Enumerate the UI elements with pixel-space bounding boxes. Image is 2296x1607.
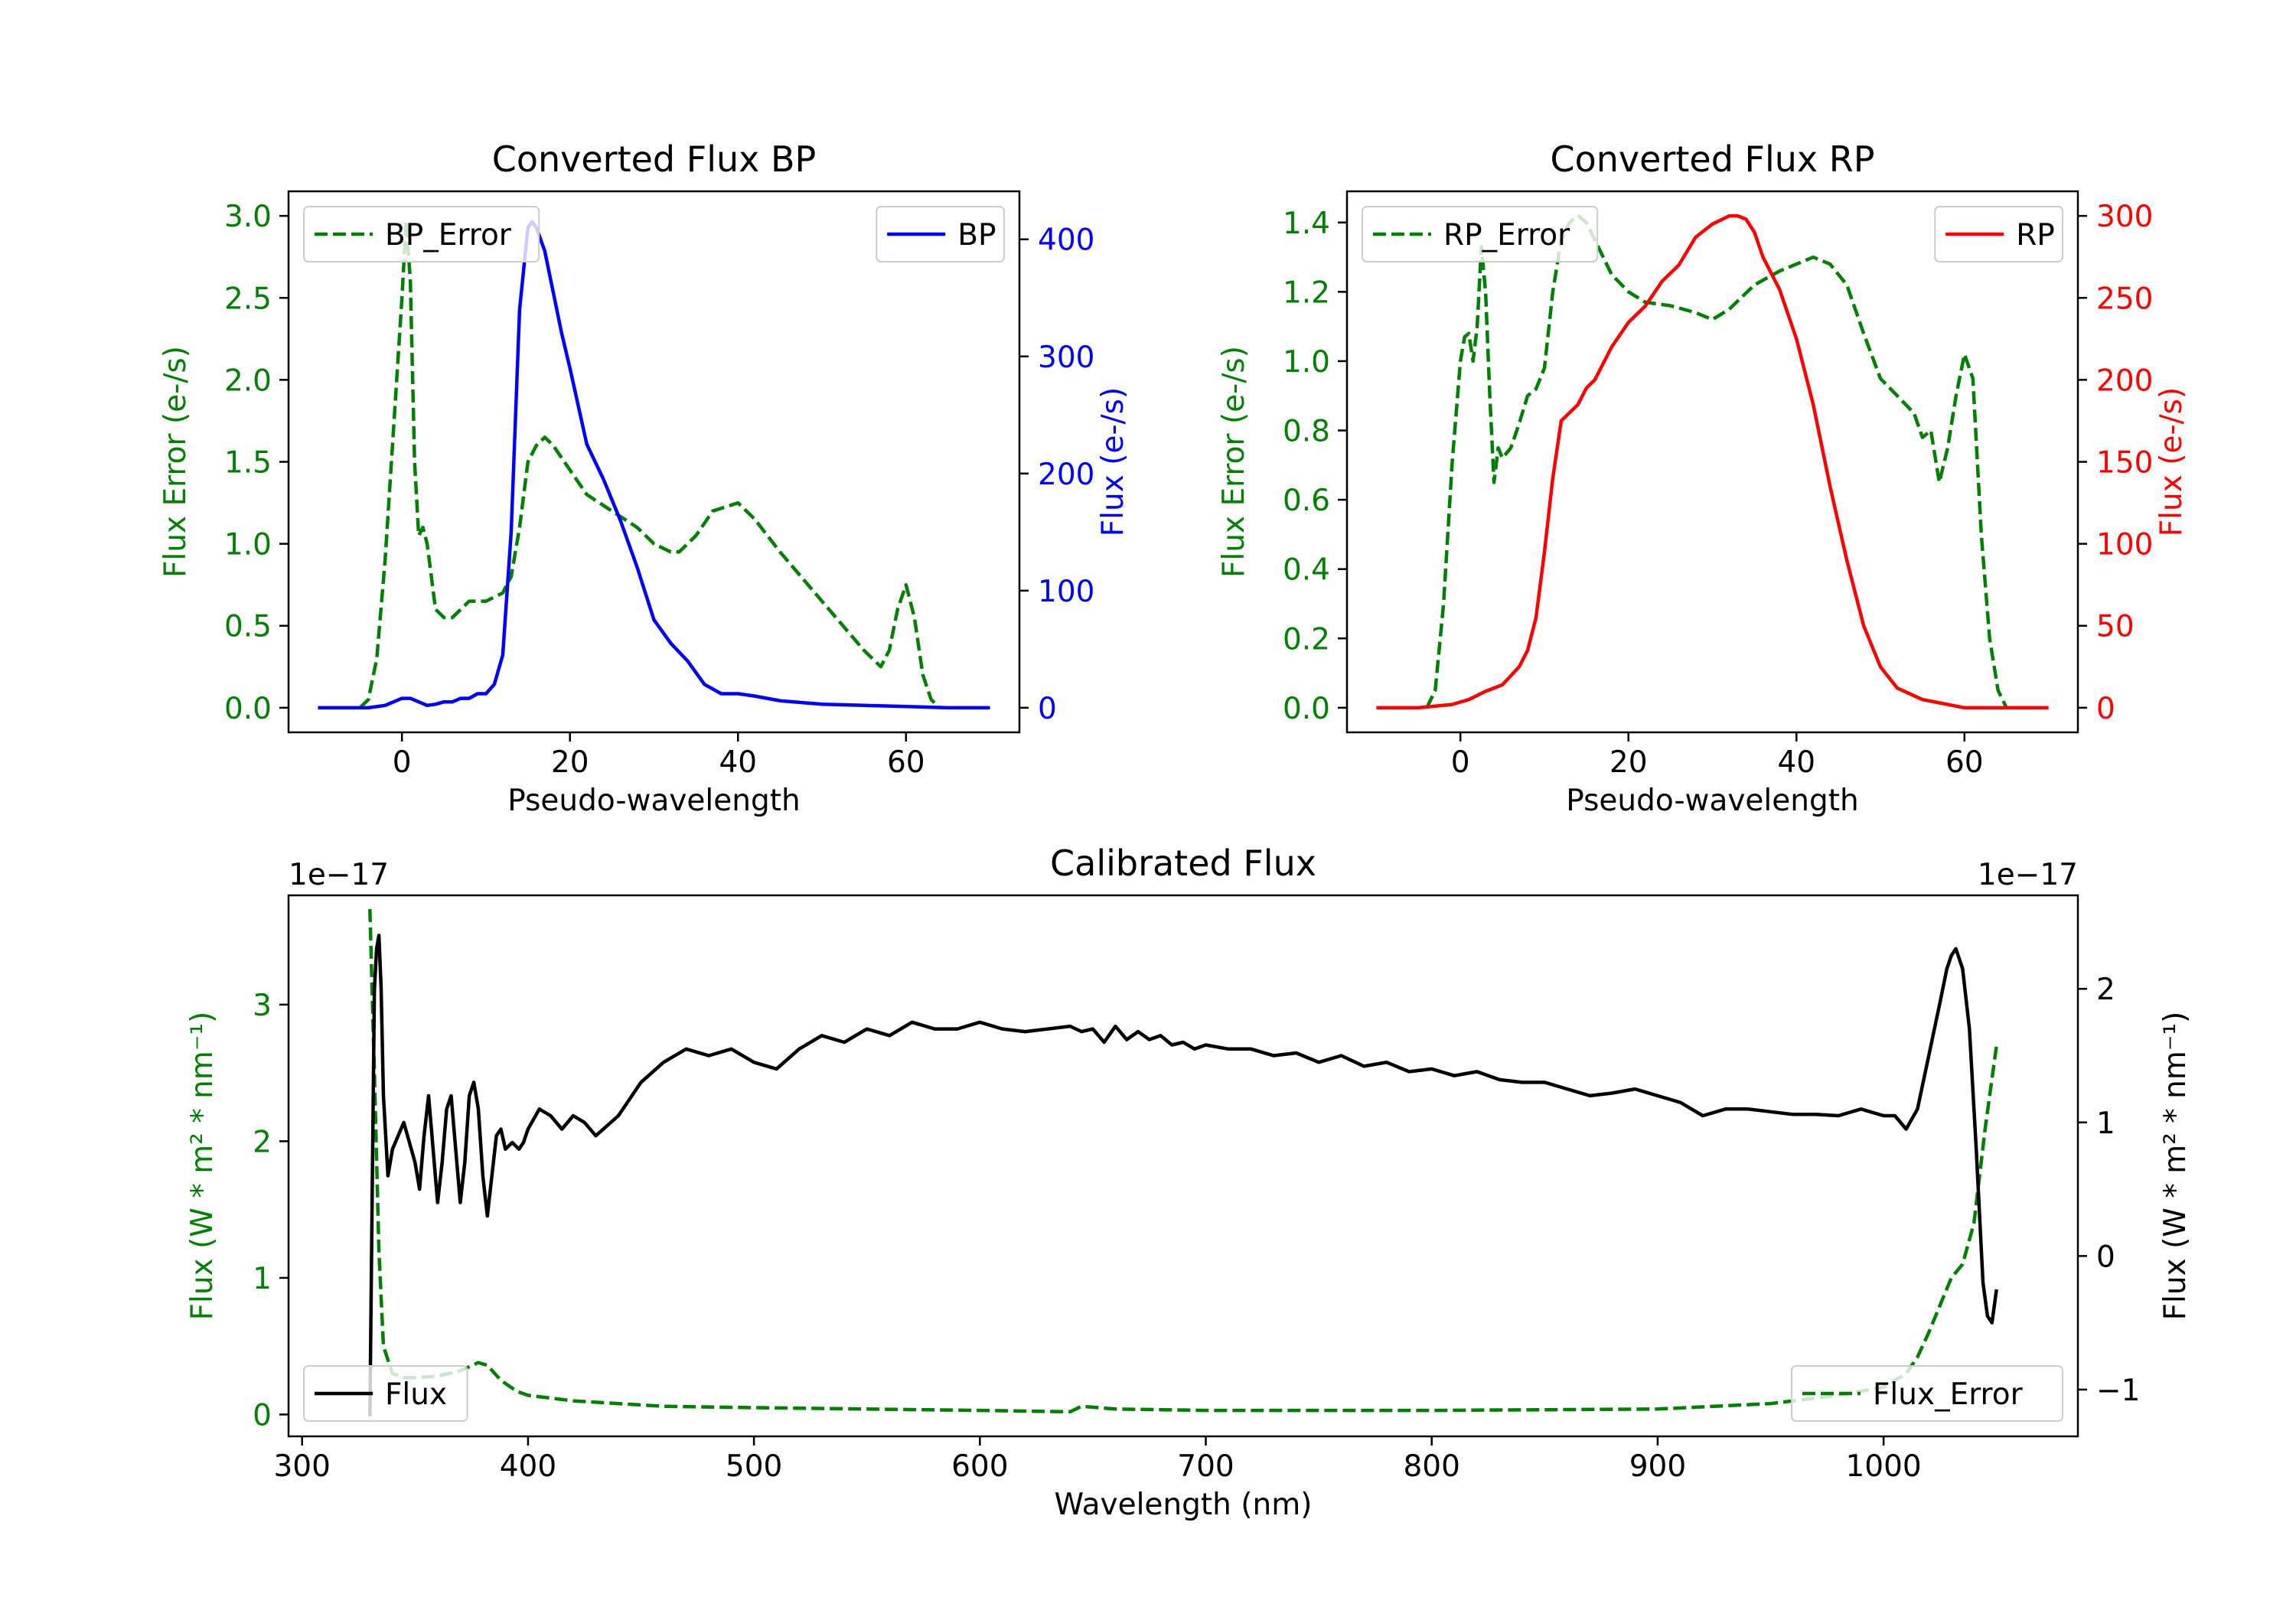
x-tick-label: 0: [393, 745, 412, 780]
x-tick-label: 300: [273, 1449, 330, 1484]
y-left-axis-label: Flux Error (e-/s): [1217, 346, 1251, 578]
chart-title: Converted Flux RP: [1551, 139, 1875, 180]
y-left-tick-label: 3.0: [224, 200, 272, 234]
y-right-axis-label: Flux (e-/s): [1096, 387, 1130, 536]
y-left-tick-label: 1.4: [1283, 207, 1330, 241]
legend-rp-error: RP_Error: [1362, 206, 1599, 262]
y-right-tick-label: −1: [2096, 1374, 2141, 1408]
y-right-tick-label: 100: [2096, 528, 2153, 562]
y-left-tick-label: 1.5: [224, 446, 272, 481]
y-right-tick-label: 250: [2096, 282, 2153, 316]
x-tick-label: 40: [1777, 745, 1815, 780]
y-left-tick-label: 0.2: [1283, 622, 1330, 657]
x-tick-label: 800: [1403, 1449, 1459, 1484]
legend-label: BP_Error: [385, 218, 512, 253]
x-tick-label: 500: [726, 1449, 782, 1484]
legend-flux-error: Flux_Error: [1791, 1365, 2063, 1422]
series-line-rp: [1376, 214, 2049, 710]
y-right-tick-label: 1: [2096, 1107, 2115, 1141]
legend-box: [303, 1365, 468, 1422]
y-left-tick-label: 0.8: [1283, 415, 1330, 449]
y-left-tick-label: 2.5: [224, 282, 272, 316]
chart-title: Converted Flux BP: [492, 139, 817, 180]
x-tick-label: 1000: [1845, 1449, 1921, 1484]
y-right-tick-label: 200: [2096, 363, 2153, 398]
y-left-tick-label: 0.6: [1283, 484, 1330, 518]
plot-frame: [287, 894, 2079, 1438]
x-tick-label: 700: [1177, 1449, 1234, 1484]
y-right-tick-label: 100: [1038, 575, 1094, 609]
y-right-tick-label: 300: [1038, 341, 1094, 375]
legend-label: RP: [2016, 218, 2055, 253]
x-tick-label: 40: [719, 745, 757, 780]
x-axis-label: Wavelength (nm): [1055, 1488, 1313, 1522]
x-tick-label: 400: [500, 1449, 556, 1484]
y-right-tick-label: 200: [1038, 458, 1094, 492]
chart-title: Calibrated Flux: [1050, 843, 1316, 884]
y-left-tick-label: 2: [253, 1125, 272, 1159]
legend-box: [303, 206, 540, 262]
x-tick-label: 600: [951, 1449, 1008, 1484]
y-right-tick-label: 0: [1038, 692, 1057, 726]
y-left-tick-label: 0: [253, 1398, 272, 1433]
x-tick-label: 60: [887, 745, 925, 780]
legend-label: Flux_Error: [1873, 1377, 2024, 1412]
legend-bp: BP: [876, 206, 1005, 262]
legend-flux: Flux: [303, 1365, 468, 1422]
series-line-flux: [368, 934, 1998, 1416]
x-tick-label: 60: [1945, 745, 1984, 780]
calibrated-flux-panel: 300 400 500 600 700 800 900 1000 0 1 2 3 −1 0 1 2 Calibr…: [185, 843, 2193, 1522]
series-line-bp-error: [358, 219, 941, 709]
legend-label: BP: [957, 218, 996, 253]
y-left-axis-label: Flux Error (e-/s): [158, 346, 193, 578]
y-left-tick-label: 1.2: [1283, 275, 1330, 310]
y-right-tick-label: 400: [1038, 223, 1094, 258]
offset-label-left: 1e−17: [289, 858, 389, 892]
legend-label: Flux: [385, 1377, 447, 1412]
y-right-tick-label: 50: [2096, 610, 2135, 644]
y-left-tick-label: 1: [253, 1262, 272, 1296]
y-right-tick-label: 300: [2096, 200, 2153, 234]
x-axis-label: Pseudo-wavelength: [507, 784, 800, 818]
x-tick-label: 0: [1451, 745, 1470, 780]
y-left-tick-label: 0.5: [224, 610, 272, 644]
y-right-tick-label: 2: [2096, 973, 2115, 1007]
y-right-axis-label: Flux (W * m² * nm⁻¹): [2158, 1012, 2193, 1321]
bp-flux-panel: 0 20 40 60 0.0 0.5 1.0 1.5 2.0 2.5 3.0 0 100 200 300 40…: [158, 139, 1130, 818]
y-left-tick-label: 1.0: [1283, 345, 1330, 380]
x-tick-label: 20: [551, 745, 589, 780]
y-left-tick-label: 0.4: [1283, 553, 1330, 588]
legend-label: RP_Error: [1443, 218, 1570, 253]
y-left-axis-label: Flux (W * m² * nm⁻¹): [185, 1012, 220, 1321]
legend-rp: RP: [1934, 206, 2063, 262]
legend-bp-error: BP_Error: [303, 206, 540, 262]
y-left-tick-label: 1.0: [224, 528, 272, 562]
y-left-tick-label: 2.0: [224, 363, 272, 398]
x-axis-label: Pseudo-wavelength: [1566, 784, 1858, 818]
y-left-tick-label: 3: [253, 989, 272, 1023]
legend-box: [1362, 206, 1599, 262]
offset-label-right: 1e−17: [1978, 858, 2078, 892]
y-right-tick-label: 150: [2096, 446, 2153, 481]
y-right-tick-label: 0: [2096, 692, 2115, 726]
y-left-tick-label: 0.0: [224, 692, 272, 726]
y-right-tick-label: 0: [2096, 1240, 2115, 1274]
rp-flux-panel: 0 20 40 60 0.0 0.2 0.4 0.6 0.8 1.0 1.2 1.4 0 50 100 150…: [1217, 139, 2189, 818]
y-right-axis-label: Flux (e-/s): [2154, 387, 2189, 536]
x-tick-label: 20: [1609, 745, 1648, 780]
legend-box: [1791, 1365, 2063, 1422]
x-tick-label: 900: [1629, 1449, 1686, 1484]
y-left-tick-label: 0.0: [1283, 692, 1330, 726]
